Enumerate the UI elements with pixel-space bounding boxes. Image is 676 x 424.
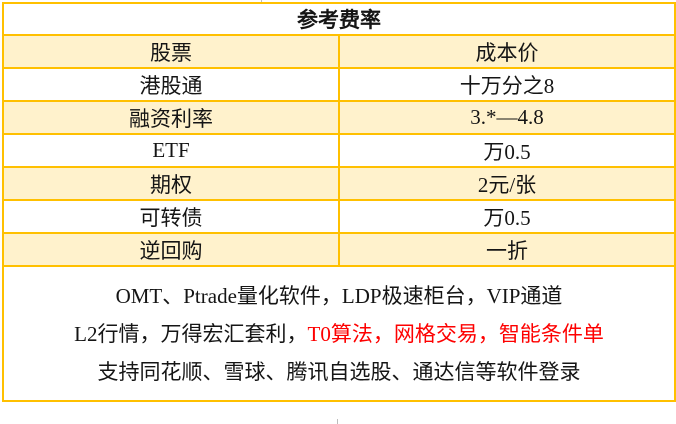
fee-category-cell: 逆回购 (2, 232, 340, 267)
table-row: 可转债 万0.5 (2, 199, 676, 234)
table-row: 融资利率 3.*—4.8 (2, 100, 676, 135)
note-line-software: OMT、Ptrade量化软件，LDP极速柜台，VIP通道 (115, 283, 563, 308)
fee-value-cell: 3.*—4.8 (338, 100, 676, 135)
fee-category-cell: 港股通 (2, 67, 340, 102)
notes-row: OMT、Ptrade量化软件，LDP极速柜台，VIP通道 L2行情，万得宏汇套利… (2, 265, 676, 402)
fee-category-cell: ETF (2, 133, 340, 168)
table-row: 逆回购 一折 (2, 232, 676, 267)
cropped-cell-border-artifact (337, 419, 338, 424)
fee-value-cell: 2元/张 (338, 166, 676, 201)
table-row: 港股通 十万分之8 (2, 67, 676, 102)
fee-value-cell: 万0.5 (338, 199, 676, 234)
table-row: ETF 万0.5 (2, 133, 676, 168)
fee-rate-table: 参考费率 股票 成本价 港股通 十万分之8 融资利率 3.*—4.8 ETF 万… (2, 2, 676, 402)
note-line-login-support: 支持同花顺、雪球、腾讯自选股、通达信等软件登录 (97, 359, 581, 384)
fee-category-cell: 期权 (2, 166, 340, 201)
fee-category-cell: 股票 (2, 34, 340, 69)
fee-value-cell: 万0.5 (338, 133, 676, 168)
note-features-black: L2行情，万得宏汇套利， (74, 321, 308, 346)
table-title-row: 参考费率 (2, 2, 676, 36)
note-features-red: T0算法，网格交易，智能条件单 (307, 321, 604, 346)
table-row: 股票 成本价 (2, 34, 676, 69)
fee-value-cell: 一折 (338, 232, 676, 267)
cropped-cell-border-artifact (261, 0, 262, 3)
notes-block: OMT、Ptrade量化软件，LDP极速柜台，VIP通道 L2行情，万得宏汇套利… (2, 265, 676, 402)
fee-value-cell: 十万分之8 (338, 67, 676, 102)
note-line-features: L2行情，万得宏汇套利，T0算法，网格交易，智能条件单 (5, 315, 673, 353)
table-row: 期权 2元/张 (2, 166, 676, 201)
fee-value-cell: 成本价 (338, 34, 676, 69)
fee-category-cell: 融资利率 (2, 100, 340, 135)
fee-category-cell: 可转债 (2, 199, 340, 234)
table-title: 参考费率 (2, 2, 676, 36)
